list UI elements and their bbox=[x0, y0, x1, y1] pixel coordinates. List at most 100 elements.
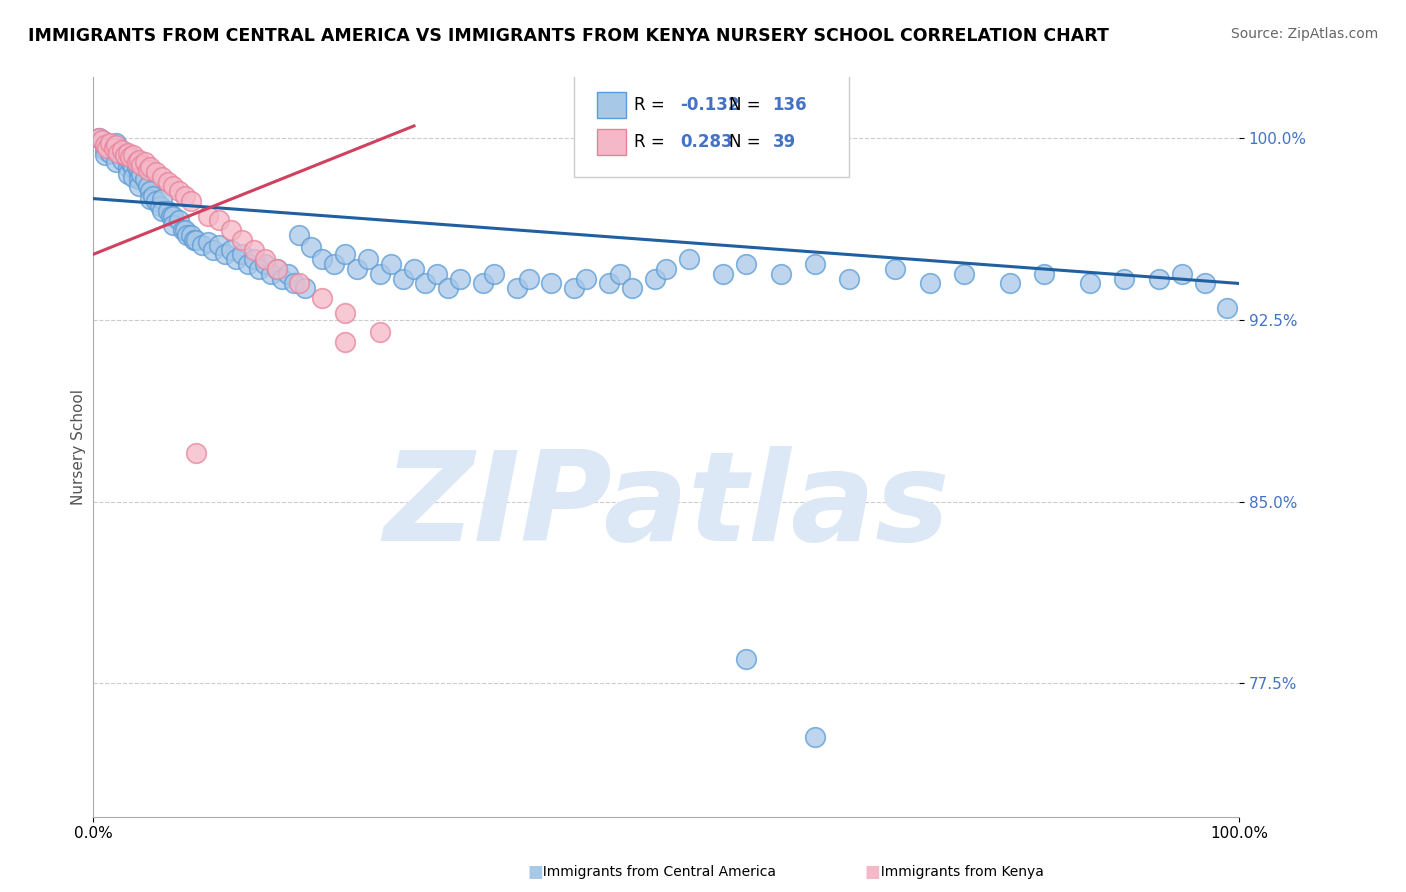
Point bbox=[122, 160, 145, 174]
Text: ZIPatlas: ZIPatlas bbox=[382, 446, 949, 566]
Point bbox=[117, 167, 139, 181]
Point bbox=[134, 155, 156, 169]
Point bbox=[266, 261, 288, 276]
Point bbox=[125, 155, 148, 169]
Point bbox=[96, 136, 118, 150]
Point bbox=[180, 194, 202, 208]
Text: Source: ZipAtlas.com: Source: ZipAtlas.com bbox=[1230, 27, 1378, 41]
Point bbox=[804, 730, 827, 744]
Point bbox=[368, 267, 391, 281]
Text: ■: ■ bbox=[865, 863, 880, 881]
Point bbox=[998, 277, 1021, 291]
Point bbox=[299, 240, 322, 254]
Point bbox=[118, 155, 141, 169]
Point bbox=[160, 209, 183, 223]
Point bbox=[136, 179, 159, 194]
Point bbox=[122, 148, 145, 162]
Point bbox=[93, 143, 115, 157]
Point bbox=[368, 325, 391, 339]
Point bbox=[1033, 267, 1056, 281]
Point bbox=[271, 271, 294, 285]
Text: Immigrants from Kenya: Immigrants from Kenya bbox=[872, 865, 1043, 880]
Point bbox=[391, 271, 413, 285]
FancyBboxPatch shape bbox=[598, 129, 626, 155]
Point bbox=[150, 169, 173, 184]
Point bbox=[93, 138, 115, 153]
FancyBboxPatch shape bbox=[598, 92, 626, 118]
Point bbox=[335, 334, 357, 349]
Point bbox=[145, 165, 167, 179]
Point bbox=[242, 243, 264, 257]
Point bbox=[122, 169, 145, 184]
Point bbox=[711, 267, 734, 281]
Point bbox=[598, 277, 620, 291]
Y-axis label: Nursery School: Nursery School bbox=[72, 389, 86, 505]
Text: R =: R = bbox=[634, 95, 671, 114]
Text: N =: N = bbox=[730, 95, 766, 114]
Point bbox=[231, 233, 253, 247]
Point bbox=[183, 233, 205, 247]
Point bbox=[145, 194, 167, 208]
Point bbox=[288, 227, 311, 242]
Point bbox=[426, 267, 449, 281]
Point bbox=[91, 133, 114, 147]
Point bbox=[335, 247, 357, 261]
Point bbox=[415, 277, 437, 291]
Point bbox=[1078, 277, 1101, 291]
Point bbox=[103, 141, 125, 155]
Point bbox=[288, 277, 311, 291]
Point bbox=[103, 141, 125, 155]
Point bbox=[1114, 271, 1136, 285]
Point bbox=[402, 261, 425, 276]
Point bbox=[769, 267, 792, 281]
Point bbox=[609, 267, 631, 281]
Text: Immigrants from Central America: Immigrants from Central America bbox=[534, 865, 776, 880]
Text: 0.283: 0.283 bbox=[679, 134, 733, 152]
Point bbox=[114, 148, 136, 162]
Point bbox=[437, 281, 460, 295]
Point bbox=[87, 131, 110, 145]
Point bbox=[117, 160, 139, 174]
Point bbox=[357, 252, 380, 267]
Point bbox=[91, 133, 114, 147]
Point bbox=[311, 291, 333, 305]
Point bbox=[128, 165, 150, 179]
Point bbox=[208, 237, 231, 252]
Point bbox=[105, 155, 128, 169]
Point bbox=[575, 271, 598, 285]
Point bbox=[131, 158, 153, 172]
Point bbox=[506, 281, 529, 295]
Point bbox=[167, 185, 190, 199]
Point bbox=[131, 167, 153, 181]
Text: 39: 39 bbox=[773, 134, 796, 152]
Point bbox=[176, 227, 198, 242]
Point bbox=[918, 277, 941, 291]
Point bbox=[346, 261, 368, 276]
Point bbox=[236, 257, 259, 271]
Point bbox=[105, 138, 128, 153]
Point bbox=[186, 446, 208, 460]
Point bbox=[150, 203, 173, 218]
Point bbox=[1194, 277, 1216, 291]
Point bbox=[735, 652, 758, 666]
Point bbox=[162, 209, 184, 223]
Point bbox=[111, 153, 134, 167]
Point bbox=[266, 261, 288, 276]
Point bbox=[254, 252, 277, 267]
Point bbox=[322, 257, 344, 271]
Point bbox=[156, 175, 179, 189]
Point bbox=[517, 271, 540, 285]
Point bbox=[173, 189, 195, 203]
Point bbox=[93, 148, 115, 162]
Point bbox=[225, 252, 247, 267]
Point bbox=[804, 257, 827, 271]
Point bbox=[150, 192, 173, 206]
Point bbox=[134, 172, 156, 186]
Point bbox=[139, 192, 162, 206]
Point bbox=[219, 243, 242, 257]
Point bbox=[231, 247, 253, 261]
Point bbox=[107, 141, 129, 155]
Point bbox=[162, 219, 184, 233]
Point bbox=[162, 179, 184, 194]
Point bbox=[117, 153, 139, 167]
